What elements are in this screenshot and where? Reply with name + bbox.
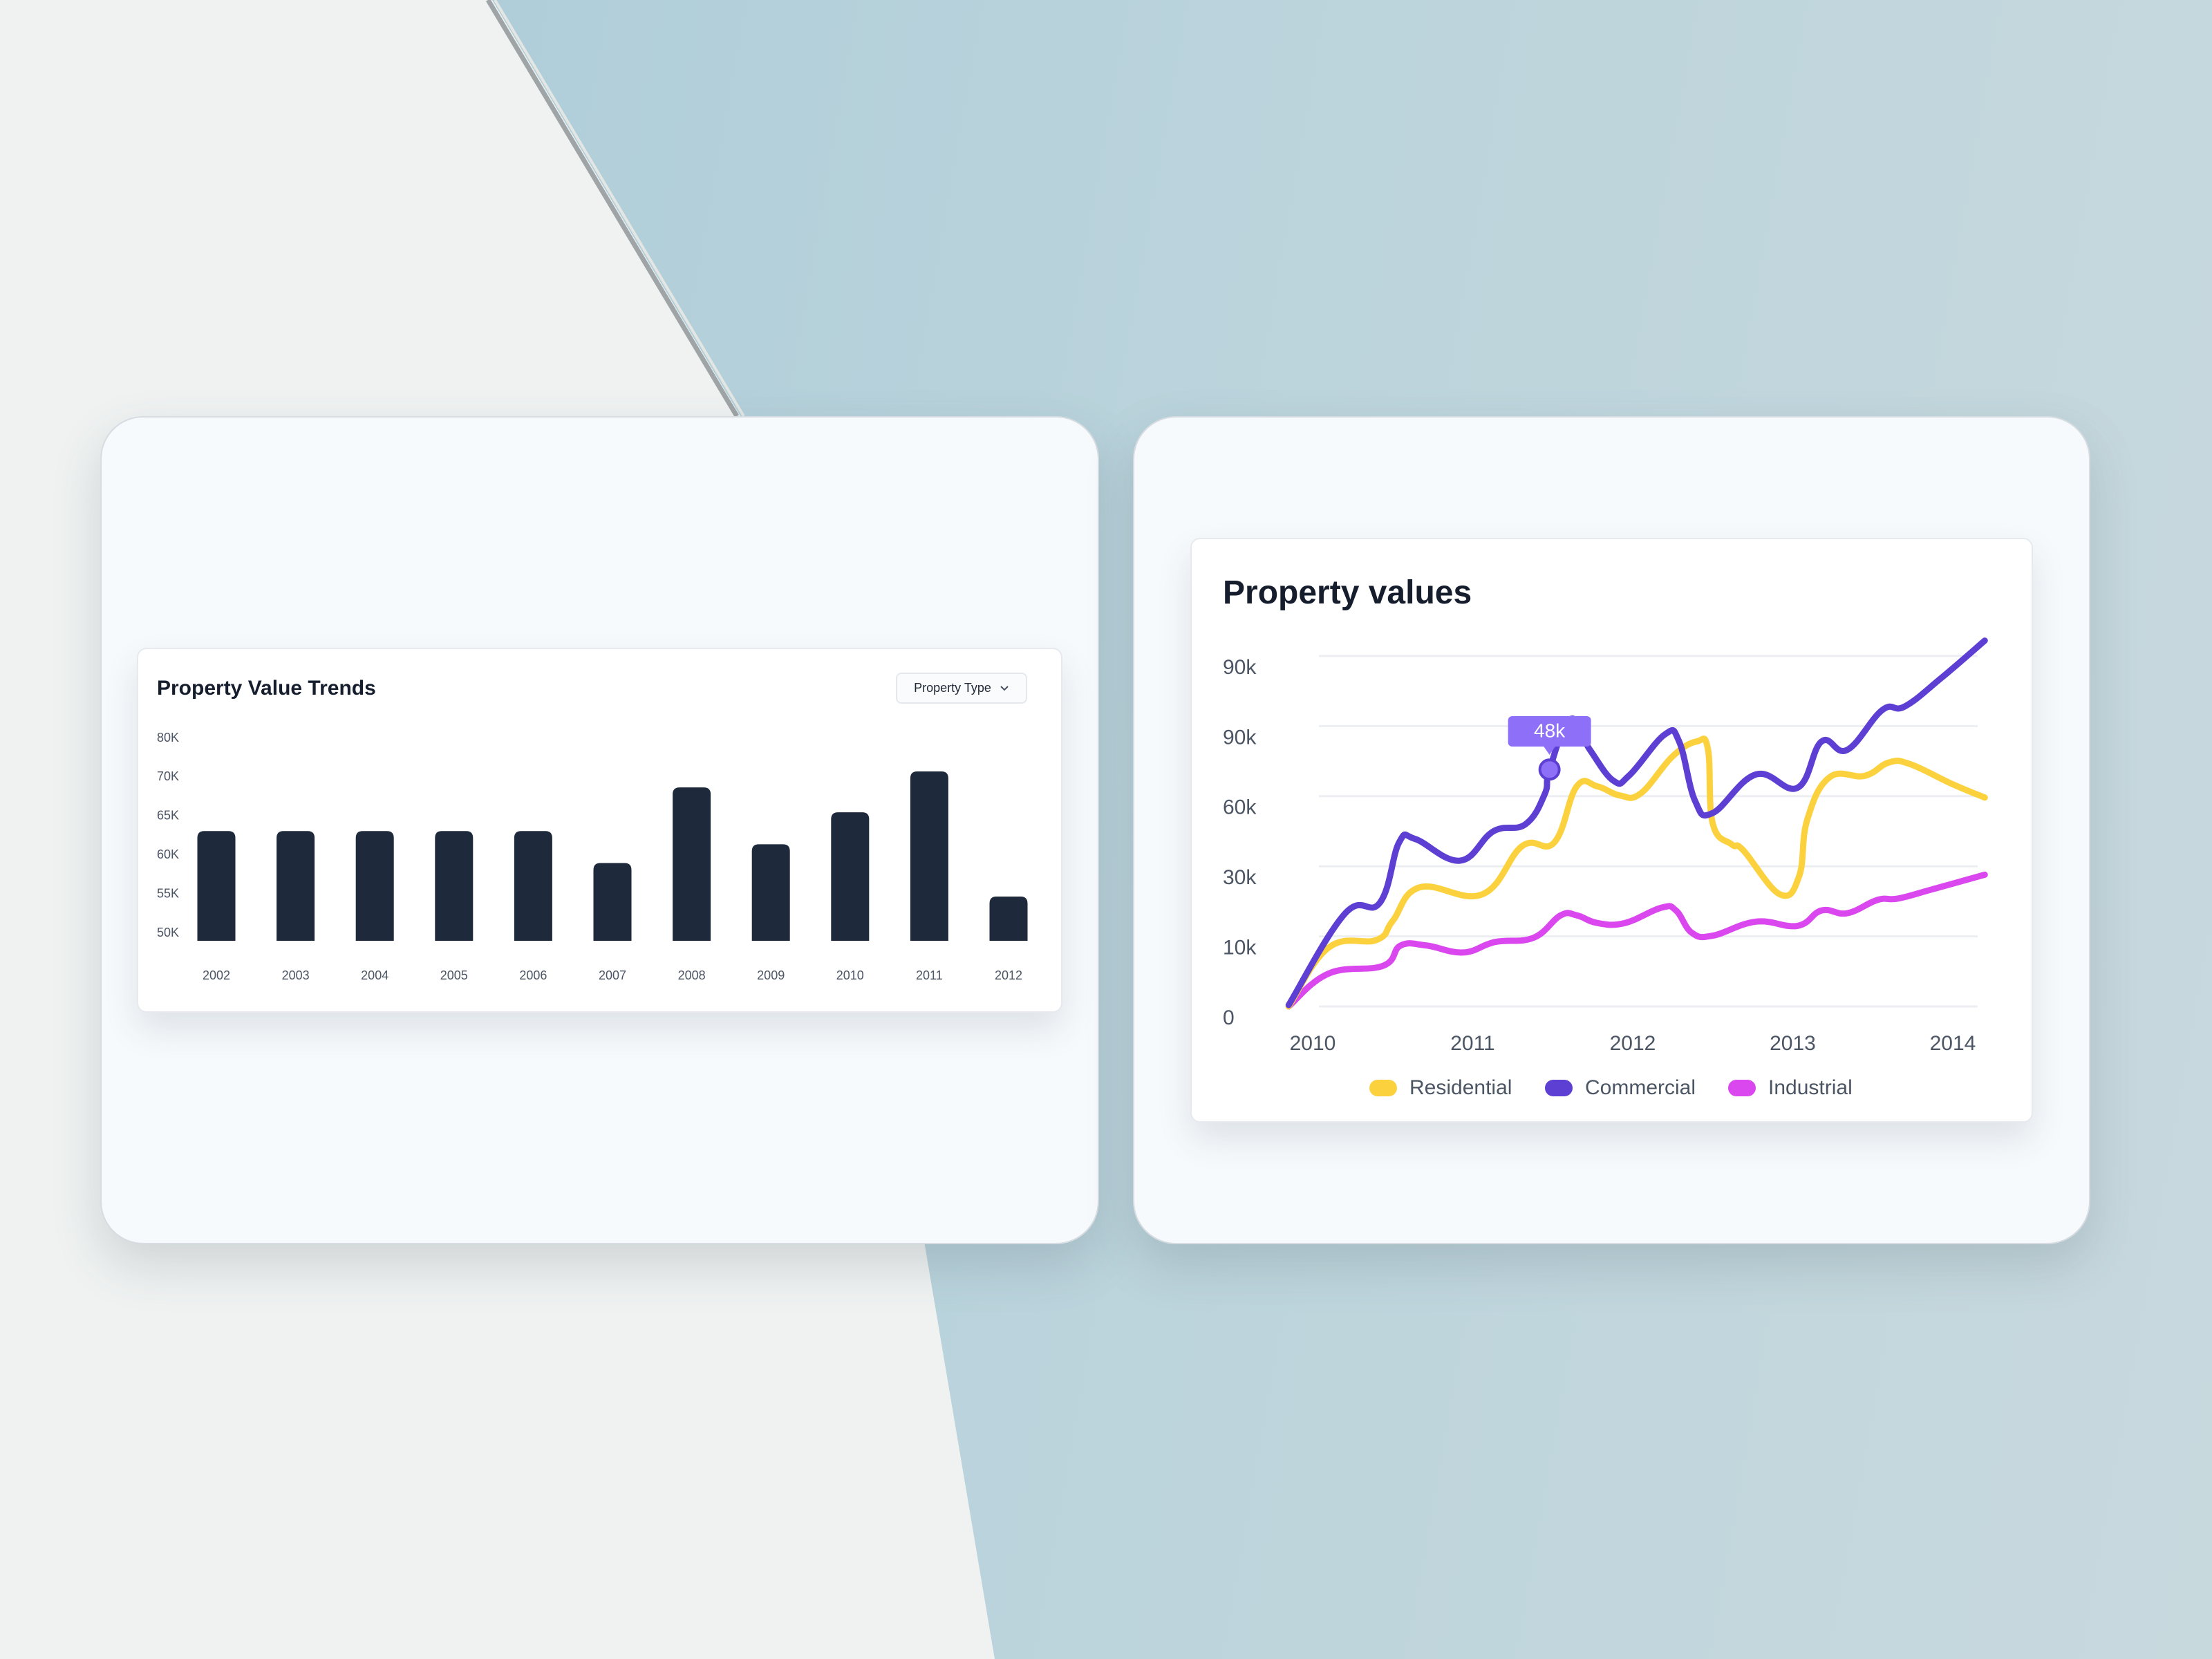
line-chart-widget (1190, 538, 2033, 1123)
bar (989, 896, 1028, 941)
x-tick-label: 2013 (1770, 1032, 1816, 1055)
y-tick-label: 50K (157, 926, 179, 939)
y-tick-label: 55K (157, 886, 179, 900)
x-tick-label: 2005 (440, 968, 468, 982)
pen-highlight (494, 0, 745, 418)
series-line-industrial (1285, 871, 1988, 1010)
legend-swatch (1728, 1080, 1756, 1096)
bar-chart-title: Property Value Trends (157, 677, 376, 700)
x-tick-label: 2006 (519, 968, 547, 982)
legend-label: Commercial (1585, 1076, 1696, 1099)
x-tick-label: 2014 (1930, 1032, 1976, 1055)
bar (276, 831, 315, 941)
pen-edge (485, 0, 740, 418)
legend-swatch (1369, 1080, 1397, 1096)
x-tick-label: 2012 (1610, 1032, 1656, 1055)
y-tick-label: 60K (157, 847, 179, 861)
y-tick-label: 80K (157, 731, 179, 744)
x-tick-label: 2008 (678, 968, 706, 982)
legend-label: Industrial (1768, 1076, 1853, 1099)
tooltip-box (1508, 716, 1591, 747)
tooltip-marker (1538, 758, 1561, 781)
property-type-dropdown[interactable]: Property Type (896, 673, 1027, 704)
legend-label: Residential (1409, 1076, 1512, 1099)
y-tick-label: 60k (1223, 796, 1257, 819)
y-tick-label: 10k (1223, 937, 1257, 959)
series-line-residential (1285, 735, 1988, 1010)
y-tick-label: 65K (157, 809, 179, 823)
x-tick-label: 2007 (599, 968, 626, 982)
x-tick-label: 2003 (282, 968, 310, 982)
y-tick-label: 70K (157, 769, 179, 783)
dropdown-label: Property Type (914, 681, 991, 695)
x-tick-label: 2010 (1290, 1032, 1336, 1055)
bar (910, 771, 948, 941)
x-tick-label: 2011 (1450, 1032, 1495, 1055)
x-tick-label: 2009 (757, 968, 785, 982)
bar (197, 831, 236, 941)
x-tick-label: 2010 (836, 968, 864, 982)
x-tick-label: 2002 (203, 968, 230, 982)
x-tick-label: 2011 (916, 968, 943, 982)
bar (593, 863, 632, 941)
x-tick-label: 2004 (361, 968, 388, 982)
y-tick-label: 30k (1223, 866, 1257, 889)
chevron-down-icon (1000, 685, 1009, 691)
series-line-commercial (1285, 637, 1988, 1009)
tooltip-pointer (1543, 746, 1556, 755)
bar-chart-widget (137, 648, 1062, 1013)
bar (435, 831, 474, 941)
y-tick-label: 90k (1223, 656, 1257, 679)
line-chart-title: Property values (1223, 574, 1472, 611)
x-tick-label: 2012 (995, 968, 1022, 982)
y-tick-label: 0 (1223, 1006, 1235, 1029)
bar (355, 831, 394, 941)
legend-swatch (1545, 1080, 1573, 1096)
bar (514, 831, 552, 941)
bar (751, 844, 790, 941)
y-tick-label: 90k (1223, 726, 1257, 749)
bar (831, 812, 870, 941)
bar (673, 787, 711, 941)
tooltip-label: 48k (1534, 720, 1566, 741)
